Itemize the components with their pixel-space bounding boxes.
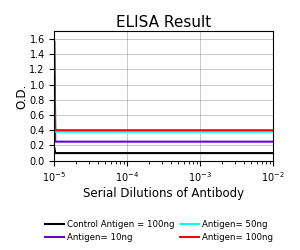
Control Antigen = 100ng bbox=[137, 152, 141, 154]
Antigen= 50ng bbox=[53, 58, 56, 61]
Antigen= 100ng bbox=[271, 129, 274, 132]
Antigen= 50ng bbox=[142, 130, 146, 133]
Line: Antigen= 100ng: Antigen= 100ng bbox=[55, 42, 273, 130]
Y-axis label: O.D.: O.D. bbox=[15, 83, 28, 108]
Antigen= 50ng bbox=[141, 130, 145, 133]
Control Antigen = 100ng bbox=[271, 152, 275, 154]
Line: Control Antigen = 100ng: Control Antigen = 100ng bbox=[55, 148, 273, 153]
Antigen= 50ng bbox=[271, 130, 275, 133]
Legend: Control Antigen = 100ng, Antigen= 10ng, Antigen= 50ng, Antigen= 100ng: Control Antigen = 100ng, Antigen= 10ng, … bbox=[41, 216, 277, 246]
Antigen= 10ng bbox=[73, 140, 77, 143]
Control Antigen = 100ng bbox=[73, 152, 77, 154]
Antigen= 10ng bbox=[53, 77, 56, 80]
Antigen= 10ng bbox=[141, 140, 145, 143]
Antigen= 100ng bbox=[87, 129, 91, 132]
Antigen= 50ng bbox=[73, 130, 77, 133]
Antigen= 100ng bbox=[73, 129, 77, 132]
Antigen= 100ng bbox=[53, 40, 56, 43]
Antigen= 50ng bbox=[271, 130, 274, 133]
Line: Antigen= 10ng: Antigen= 10ng bbox=[55, 78, 273, 142]
Antigen= 100ng bbox=[271, 129, 275, 132]
Control Antigen = 100ng bbox=[141, 152, 145, 154]
Antigen= 10ng bbox=[271, 140, 275, 143]
Control Antigen = 100ng bbox=[87, 152, 91, 154]
Control Antigen = 100ng bbox=[271, 152, 274, 154]
Antigen= 10ng bbox=[142, 140, 146, 143]
Antigen= 10ng bbox=[137, 140, 141, 143]
Line: Antigen= 50ng: Antigen= 50ng bbox=[55, 59, 273, 132]
Control Antigen = 100ng bbox=[142, 152, 146, 154]
Antigen= 50ng bbox=[87, 130, 91, 133]
Title: ELISA Result: ELISA Result bbox=[116, 15, 212, 30]
Antigen= 100ng bbox=[137, 129, 141, 132]
Antigen= 50ng bbox=[137, 130, 141, 133]
Antigen= 100ng bbox=[142, 129, 146, 132]
X-axis label: Serial Dilutions of Antibody: Serial Dilutions of Antibody bbox=[83, 187, 244, 200]
Antigen= 10ng bbox=[271, 140, 274, 143]
Antigen= 10ng bbox=[87, 140, 91, 143]
Antigen= 100ng bbox=[141, 129, 145, 132]
Control Antigen = 100ng bbox=[53, 147, 56, 150]
